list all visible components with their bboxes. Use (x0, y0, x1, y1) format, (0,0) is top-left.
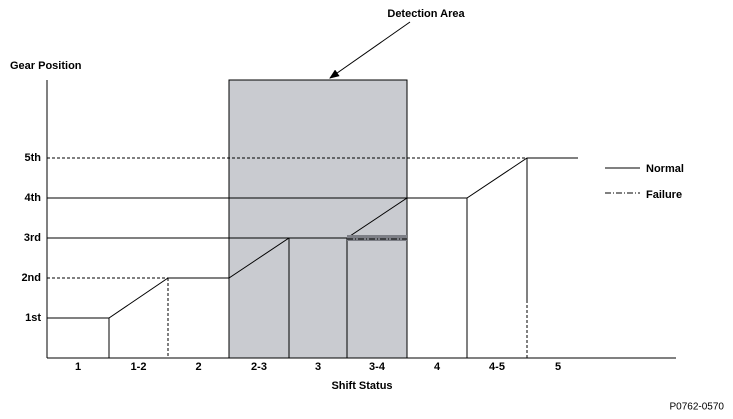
x-axis-label: Shift Status (331, 380, 392, 392)
y-level-label: 1st (25, 312, 41, 324)
y-level-label: 3rd (24, 232, 41, 244)
normal-line (47, 157, 578, 319)
x-category-label: 4-5 (489, 361, 505, 373)
y-level-label: 5th (25, 152, 42, 164)
y-level-label: 2nd (21, 272, 41, 284)
legend-label: Failure (646, 189, 682, 201)
x-category-label: 1-2 (131, 361, 147, 373)
y-level-label: 4th (25, 192, 42, 204)
axes (46, 80, 676, 359)
footer: P0762-0570 (670, 402, 725, 413)
detection-area (228, 79, 408, 359)
x-category-label: 3 (315, 361, 321, 373)
x-category-label: 2 (195, 361, 201, 373)
y-axis-label: Gear Position (10, 60, 82, 72)
x-category-label: 1 (75, 361, 81, 373)
x-category-label: 5 (555, 361, 561, 373)
arrow (329, 21, 411, 79)
legend-label: Normal (646, 163, 684, 175)
guides (47, 157, 528, 358)
failure-band (347, 235, 407, 241)
x-category-label: 2-3 (251, 361, 267, 373)
x-category-label: 4 (434, 361, 441, 373)
title: Detection Area (387, 8, 465, 20)
x-category-label: 3-4 (369, 361, 386, 373)
